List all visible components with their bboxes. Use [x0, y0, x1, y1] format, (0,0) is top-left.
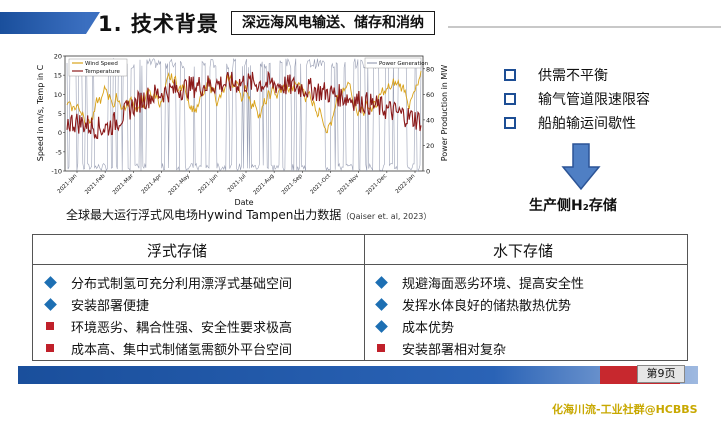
legend-temp-label: Temperature: [84, 69, 120, 75]
row-text: 环境恶劣、耦合性强、安全性要求极高: [71, 320, 293, 336]
series-temperature: [66, 70, 422, 140]
table-row: 安装部署便捷: [44, 293, 150, 315]
series-wind-speed: [66, 70, 422, 134]
challenge-text: 供需不平衡: [538, 68, 608, 84]
x-tick-label: 2021-May: [167, 173, 191, 197]
row-text: 成本高、集中式制储氢需额外平台空间: [71, 342, 293, 358]
y-right-tick-label: 20: [426, 142, 434, 150]
y-right-ticks: 80 60 40 20 0: [423, 65, 434, 176]
y-left-tick-label: 0: [58, 129, 62, 137]
col-header-floating: 浮式存储: [147, 242, 208, 260]
legend-wind-label: Wind Speed: [85, 61, 118, 67]
red-square-bullet-icon: [46, 344, 54, 352]
x-tick-label: 2021-Dec: [365, 173, 388, 196]
legend-left-box: [68, 58, 128, 77]
x-tick-label: 2022-Jan: [395, 173, 417, 195]
table-row: 环境恶劣、耦合性强、安全性要求极高: [46, 315, 292, 337]
table-row: 规避海面恶劣环境、提高安全性: [375, 271, 585, 293]
row-text: 分布式制氢可充分利用漂浮式基础空间: [71, 276, 293, 292]
table-header: 浮式存储 水下存储: [33, 235, 687, 265]
row-text: 发挥水体良好的储热散热优势: [402, 298, 572, 314]
x-axis-label: Date: [234, 198, 253, 207]
chart-svg: 20 15 10 5 0 -5 -10 80 60 40 20 0 2021-Jan 2021-Feb…: [36, 53, 449, 208]
chart-caption-main: 全球最大运行浮式风电场Hywind Tampen出力数据: [66, 208, 342, 222]
y-left-tick-label: -10: [51, 168, 62, 176]
x-tick-label: 2021-Jan: [57, 173, 79, 195]
y-right-tick-label: 80: [426, 65, 434, 73]
table-row: 成本高、集中式制储氢需额外平台空间: [46, 337, 292, 359]
footer-bar: [18, 366, 698, 384]
x-tick-label: 2021-Apr: [141, 173, 164, 196]
table-row: 分布式制氢可充分利用漂浮式基础空间: [44, 271, 293, 293]
challenge-text: 船舶输运间歇性: [538, 116, 636, 132]
challenge-item: 供需不平衡: [504, 63, 650, 87]
h2-storage-label: 生产侧H₂存储: [529, 198, 617, 214]
y-left-axis-label: Speed in m/s, Temp in C: [36, 64, 45, 161]
diamond-bullet-icon: [375, 297, 388, 311]
col-header-underwater: 水下存储: [493, 242, 554, 260]
power-chart: 20 15 10 5 0 -5 -10 80 60 40 20 0 2021-Jan 2021-Feb…: [33, 53, 453, 218]
diamond-bullet-icon: [375, 275, 388, 289]
y-left-tick-label: 5: [58, 110, 62, 118]
x-tick-label: 2021-Mar: [112, 173, 135, 196]
y-left-tick-label: 20: [54, 53, 62, 61]
challenge-item: 船舶输运间歇性: [504, 111, 650, 135]
x-tick-label: 2021-Aug: [253, 173, 276, 196]
y-left-tick-label: 15: [54, 72, 62, 80]
page-subtitle: 深远海风电输送、储存和消纳: [231, 11, 435, 35]
x-tick-label: 2021-Nov: [337, 173, 361, 197]
wind-speed-line: [66, 70, 422, 134]
chart-caption-cite: （Qaiser et. al, 2023）: [341, 212, 432, 221]
legend-power-label: Power Generation: [379, 61, 429, 67]
row-text: 成本优势: [402, 320, 455, 336]
page-title: 1. 技术背景: [98, 12, 219, 36]
diamond-bullet-icon: [44, 297, 57, 311]
y-right-axis-label: Power Production in MW: [440, 65, 449, 162]
temperature-line: [66, 70, 422, 140]
x-tick-label: 2021-Jul: [227, 173, 248, 194]
x-tick-label: 2021-Feb: [84, 173, 107, 196]
red-square-bullet-icon: [377, 344, 385, 352]
table-row: 发挥水体良好的储热散热优势: [375, 293, 572, 315]
chart-caption: 全球最大运行浮式风电场Hywind Tampen出力数据（Qaiser et. …: [66, 206, 431, 223]
x-tick-label: 2021-Sep: [281, 173, 304, 196]
column-divider: [364, 235, 365, 360]
down-arrow-icon: [561, 143, 601, 191]
challenge-list: 供需不平衡 输气管道限速限容 船舶输运间歇性: [504, 63, 650, 135]
y-left-tick-label: -5: [56, 148, 62, 156]
table-row: 安装部署相对复杂: [377, 337, 506, 359]
challenge-text: 输气管道限速限容: [538, 92, 650, 108]
red-square-bullet-icon: [46, 322, 54, 330]
x-ticks: 2021-Jan 2021-Feb 2021-Mar 2021-Apr 2021-May…: [57, 171, 417, 197]
header-accent-bar: [0, 12, 100, 34]
y-right-tick-label: 0: [426, 168, 430, 176]
header-divider: [448, 26, 721, 28]
diamond-bullet-icon: [375, 319, 388, 333]
y-left-tick-label: 10: [54, 91, 62, 99]
x-tick-label: 2021-Oct: [310, 173, 333, 196]
watermark: 化海川流-工业社群@HCBBS: [552, 403, 698, 416]
comparison-table: 浮式存储 水下存储 分布式制氢可充分利用漂浮式基础空间 安装部署便捷 环境恶劣、…: [32, 234, 688, 361]
square-bullet-icon: [504, 69, 516, 81]
square-bullet-icon: [504, 117, 516, 129]
challenge-item: 输气管道限速限容: [504, 87, 650, 111]
y-right-tick-label: 60: [426, 91, 434, 99]
square-bullet-icon: [504, 93, 516, 105]
y-left-ticks: 20 15 10 5 0 -5 -10: [51, 53, 65, 176]
x-tick-label: 2021-Jun: [197, 173, 219, 195]
row-text: 安装部署便捷: [71, 298, 150, 314]
page-number: 第9页: [637, 365, 685, 383]
y-right-tick-label: 40: [426, 116, 434, 124]
legend-right-box: [364, 57, 422, 69]
row-text: 规避海面恶劣环境、提高安全性: [402, 276, 585, 292]
table-row: 成本优势: [375, 315, 455, 337]
row-text: 安装部署相对复杂: [402, 342, 507, 358]
diamond-bullet-icon: [44, 275, 57, 289]
